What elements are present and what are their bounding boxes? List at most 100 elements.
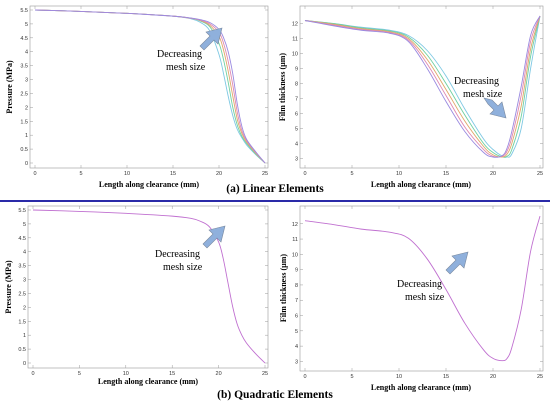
y-tick-label: 10 <box>292 52 298 58</box>
y-tick-label: 1 <box>25 133 28 139</box>
x-tick-label: 20 <box>216 371 222 377</box>
x-tick-label: 20 <box>216 171 222 177</box>
x-axis-label: Length along clearance (mm) <box>371 383 472 392</box>
x-tick-label: 20 <box>490 374 496 380</box>
y-axis-ticks: 0 0.5 1 1.5 2 2.5 3 3.5 4 4.5 5 5.5 <box>20 8 268 167</box>
y-tick-label: 8 <box>295 82 298 88</box>
x-axis-ticks: 0 5 10 15 20 25 <box>33 6 268 177</box>
y-tick-label: 9 <box>295 268 298 274</box>
x-tick-label: 5 <box>350 374 353 380</box>
annotation-line-2: mesh size <box>405 292 445 303</box>
y-tick-label: 9 <box>295 67 298 73</box>
plot-frame <box>299 5 544 169</box>
y-tick-label: 4.5 <box>18 236 26 242</box>
x-axis-ticks: 0 5 10 15 20 25 <box>303 206 543 380</box>
x-tick-label: 5 <box>79 171 82 177</box>
x-axis-label: Length along clearance (mm) <box>371 180 472 189</box>
x-tick-label: 10 <box>124 171 130 177</box>
arrow-icon <box>483 97 507 119</box>
annotation-line-1: Decreasing <box>155 249 200 260</box>
x-tick-label: 20 <box>490 171 496 177</box>
caption-quadratic-elements: (b) Quadratic Elements <box>217 389 333 401</box>
y-axis-label: Pressure (MPa) <box>4 260 13 314</box>
series-line-2 <box>304 15 541 158</box>
y-tick-label: 1.5 <box>18 319 26 325</box>
y-tick-label: 1 <box>23 333 26 339</box>
series-line-1 <box>304 216 541 362</box>
y-axis-ticks: 3 4 5 6 7 8 9 10 11 12 <box>292 222 543 365</box>
y-tick-label: 11 <box>292 37 298 43</box>
panel-a-film-thickness-chart: 0 5 10 15 20 25 3 4 5 6 7 8 9 10 11 12 Decreasing mesh… <box>278 5 544 189</box>
x-tick-label: 15 <box>170 171 176 177</box>
y-tick-label: 7 <box>295 97 298 103</box>
y-tick-label: 4 <box>295 142 298 148</box>
section-divider <box>0 200 550 202</box>
series-lines <box>32 209 266 364</box>
series-line-4 <box>304 15 541 158</box>
series-line-1 <box>32 209 266 364</box>
annotation-line-2: mesh size <box>166 62 206 73</box>
y-tick-label: 3.5 <box>18 264 26 270</box>
y-axis-label: Film thickness (µm) <box>279 254 288 322</box>
y-tick-label: 5 <box>295 329 298 335</box>
y-axis-label: Pressure (MPa) <box>5 60 14 114</box>
arrow-icon <box>199 27 223 51</box>
series-lines <box>34 9 266 164</box>
plot-frame <box>29 5 269 169</box>
plot-frame <box>299 205 544 372</box>
y-axis-label: Film thickness (µm) <box>278 53 287 121</box>
x-tick-label: 10 <box>396 374 402 380</box>
x-axis-ticks: 0 5 10 15 20 25 <box>31 206 268 377</box>
y-tick-label: 6 <box>295 314 298 320</box>
x-tick-label: 0 <box>31 371 34 377</box>
annotation-line-2: mesh size <box>463 89 503 100</box>
annotation-line-1: Decreasing <box>397 279 442 290</box>
arrow-icon <box>202 225 226 249</box>
y-tick-label: 3 <box>25 78 28 84</box>
y-tick-label: 2.5 <box>20 91 28 97</box>
y-tick-label: 3 <box>23 278 26 284</box>
y-tick-label: 6 <box>295 112 298 118</box>
y-tick-label: 5.5 <box>20 8 28 14</box>
x-tick-label: 5 <box>78 371 81 377</box>
y-tick-label: 12 <box>292 222 298 228</box>
x-tick-label: 15 <box>169 371 175 377</box>
y-tick-label: 1.5 <box>20 119 28 125</box>
caption-linear-elements: (a) Linear Elements <box>226 183 324 195</box>
annotation-line-2: mesh size <box>163 262 203 273</box>
y-tick-label: 2 <box>25 105 28 111</box>
y-tick-label: 8 <box>295 283 298 289</box>
decreasing-mesh-arrow <box>202 225 226 249</box>
y-tick-label: 0.5 <box>20 147 28 153</box>
y-tick-label: 7 <box>295 298 298 304</box>
x-tick-label: 10 <box>396 171 402 177</box>
y-tick-label: 5.5 <box>18 208 26 214</box>
y-tick-label: 10 <box>292 252 298 258</box>
series-line-5 <box>34 9 266 164</box>
series-lines <box>304 216 541 362</box>
panel-b-pressure-chart: 0 5 10 15 20 25 0 0.5 1 1.5 2 2.5 3 3.5 4 4.5 5 5.5 Decr… <box>4 205 269 386</box>
y-tick-label: 3.5 <box>20 64 28 70</box>
x-tick-label: 25 <box>262 171 268 177</box>
y-tick-label: 4 <box>295 344 298 350</box>
x-tick-label: 15 <box>443 171 449 177</box>
series-line-5 <box>304 15 541 158</box>
x-tick-label: 25 <box>262 371 268 377</box>
x-tick-label: 10 <box>123 371 129 377</box>
y-tick-label: 0 <box>25 161 28 167</box>
x-axis-ticks: 0 5 10 15 20 25 <box>303 6 543 177</box>
y-tick-label: 0 <box>23 361 26 367</box>
y-tick-label: 5 <box>23 222 26 228</box>
y-axis-ticks: 3 4 5 6 7 8 9 10 11 12 <box>292 22 543 163</box>
y-tick-label: 0.5 <box>18 347 26 353</box>
annotation-line-1: Decreasing <box>157 49 202 60</box>
y-tick-label: 4 <box>25 50 28 56</box>
y-tick-label: 4 <box>23 250 26 256</box>
decreasing-mesh-arrow <box>199 27 223 51</box>
x-tick-label: 0 <box>303 374 306 380</box>
y-tick-label: 4.5 <box>20 36 28 42</box>
decreasing-mesh-arrow <box>483 97 507 119</box>
arrow-icon <box>445 251 469 275</box>
y-tick-label: 5 <box>295 127 298 133</box>
